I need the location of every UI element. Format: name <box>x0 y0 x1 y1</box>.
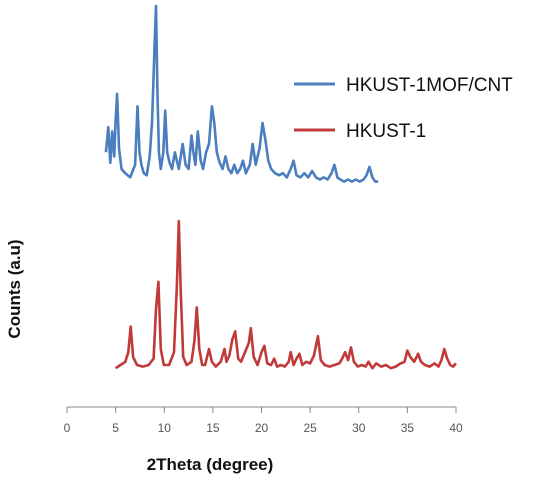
x-tick-label: 20 <box>255 421 269 435</box>
trace-hkust1 <box>114 219 457 370</box>
x-tick-label: 5 <box>112 421 119 435</box>
trace-hkust1-mof-cnt <box>104 4 379 183</box>
legend-label-hkust: HKUST-1 <box>346 121 426 142</box>
x-tick-label: 15 <box>206 421 220 435</box>
x-axis-title: 2Theta (degree) <box>147 455 274 474</box>
x-tick-label: 10 <box>158 421 172 435</box>
x-tick-label: 30 <box>352 421 366 435</box>
traces-layer <box>104 4 457 370</box>
legend-label-cnt: HKUST-1MOF/CNT <box>346 75 513 96</box>
y-axis-title: Counts (a.u) <box>5 239 24 338</box>
x-ticks-layer: 0 5 10 15 20 25 30 35 40 <box>64 407 463 435</box>
x-tick-label: 25 <box>303 421 317 435</box>
x-tick-label: 40 <box>449 421 463 435</box>
x-tick-label: 0 <box>64 421 71 435</box>
legend: HKUST-1MOF/CNT HKUST-1 <box>294 75 513 142</box>
x-tick-label: 35 <box>401 421 415 435</box>
